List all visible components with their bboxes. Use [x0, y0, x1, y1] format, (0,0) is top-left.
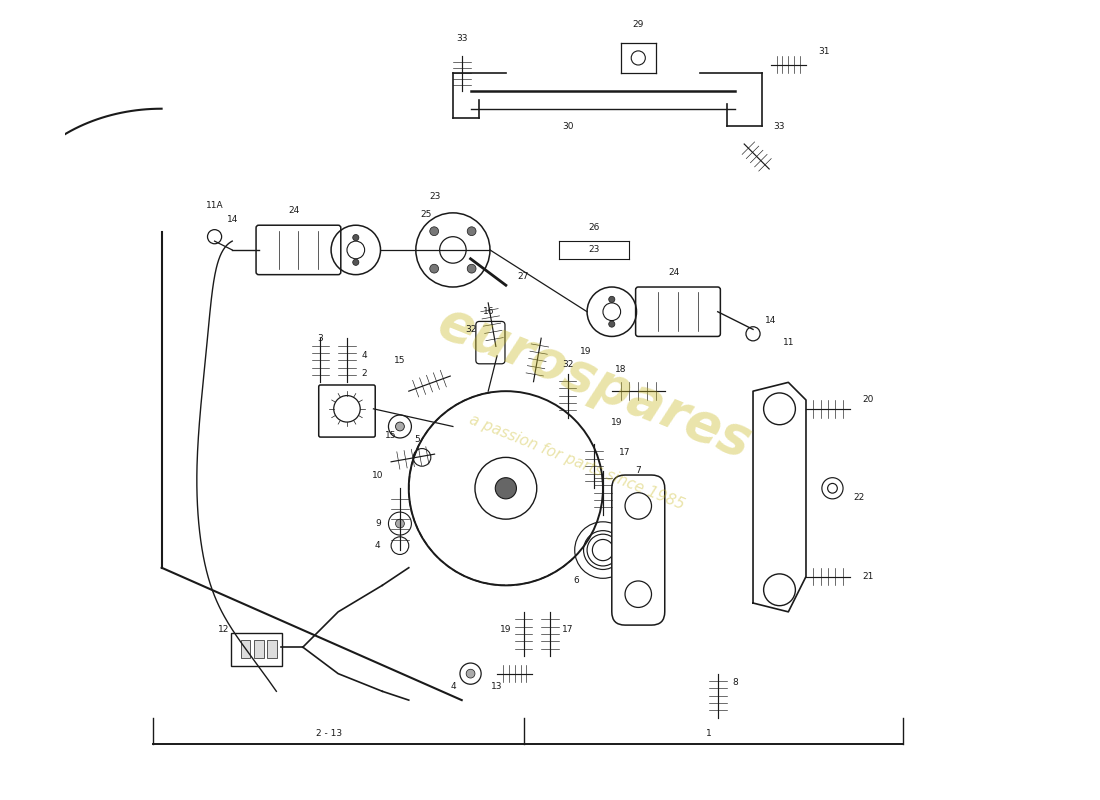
Text: 17: 17 [619, 449, 630, 458]
Text: 23: 23 [588, 246, 600, 254]
Text: 24: 24 [288, 206, 299, 214]
Circle shape [396, 422, 405, 431]
Text: 14: 14 [227, 214, 238, 223]
Text: 7: 7 [636, 466, 641, 475]
Text: 12: 12 [218, 625, 229, 634]
Text: 19: 19 [610, 418, 621, 426]
Text: 24: 24 [668, 267, 679, 277]
Text: 13: 13 [492, 682, 503, 691]
Text: 8: 8 [733, 678, 738, 687]
Text: 2 - 13: 2 - 13 [317, 729, 342, 738]
Circle shape [430, 226, 439, 236]
Text: 11A: 11A [206, 202, 223, 210]
Text: 17: 17 [562, 625, 573, 634]
FancyBboxPatch shape [256, 226, 341, 274]
Circle shape [495, 478, 517, 499]
Circle shape [468, 264, 476, 273]
Text: 22: 22 [854, 493, 865, 502]
FancyBboxPatch shape [267, 640, 277, 658]
Text: 9: 9 [375, 519, 381, 528]
FancyBboxPatch shape [612, 475, 664, 625]
Circle shape [608, 321, 615, 327]
Text: 11: 11 [782, 338, 794, 347]
Text: 33: 33 [773, 122, 785, 131]
Text: 4: 4 [450, 682, 455, 691]
FancyBboxPatch shape [231, 633, 282, 666]
Text: a passion for parts since 1985: a passion for parts since 1985 [466, 411, 686, 512]
Text: 3: 3 [318, 334, 323, 342]
Text: 4: 4 [362, 351, 367, 360]
Circle shape [468, 226, 476, 236]
Text: eurospares: eurospares [430, 296, 758, 469]
Text: 15: 15 [385, 431, 397, 440]
FancyBboxPatch shape [241, 640, 251, 658]
Text: 32: 32 [562, 360, 573, 369]
Text: 2: 2 [362, 369, 367, 378]
Text: 10: 10 [372, 470, 384, 479]
Text: 32: 32 [465, 325, 476, 334]
FancyBboxPatch shape [319, 385, 375, 437]
Text: 19: 19 [580, 347, 591, 356]
Text: 23: 23 [430, 193, 441, 202]
Text: 21: 21 [862, 572, 873, 581]
Text: 5: 5 [415, 435, 420, 444]
FancyBboxPatch shape [254, 640, 264, 658]
Text: 33: 33 [456, 34, 468, 42]
Circle shape [396, 519, 405, 528]
Text: 6: 6 [573, 577, 580, 586]
FancyBboxPatch shape [476, 322, 505, 364]
Text: 15: 15 [394, 356, 406, 365]
Text: 4: 4 [375, 541, 381, 550]
Text: 16: 16 [483, 307, 494, 316]
Circle shape [430, 264, 439, 273]
Text: 14: 14 [764, 316, 777, 325]
Circle shape [466, 670, 475, 678]
Circle shape [353, 259, 359, 266]
Text: 20: 20 [862, 395, 873, 405]
Circle shape [353, 234, 359, 241]
Text: 25: 25 [420, 210, 432, 219]
Text: 19: 19 [500, 625, 512, 634]
FancyBboxPatch shape [636, 287, 720, 337]
Text: 26: 26 [588, 223, 600, 232]
Text: 18: 18 [615, 365, 626, 374]
Text: 27: 27 [518, 272, 529, 281]
Text: 29: 29 [632, 20, 644, 30]
Circle shape [608, 296, 615, 302]
Text: 1: 1 [706, 729, 712, 738]
Text: 31: 31 [818, 47, 829, 56]
Text: 30: 30 [562, 122, 573, 131]
